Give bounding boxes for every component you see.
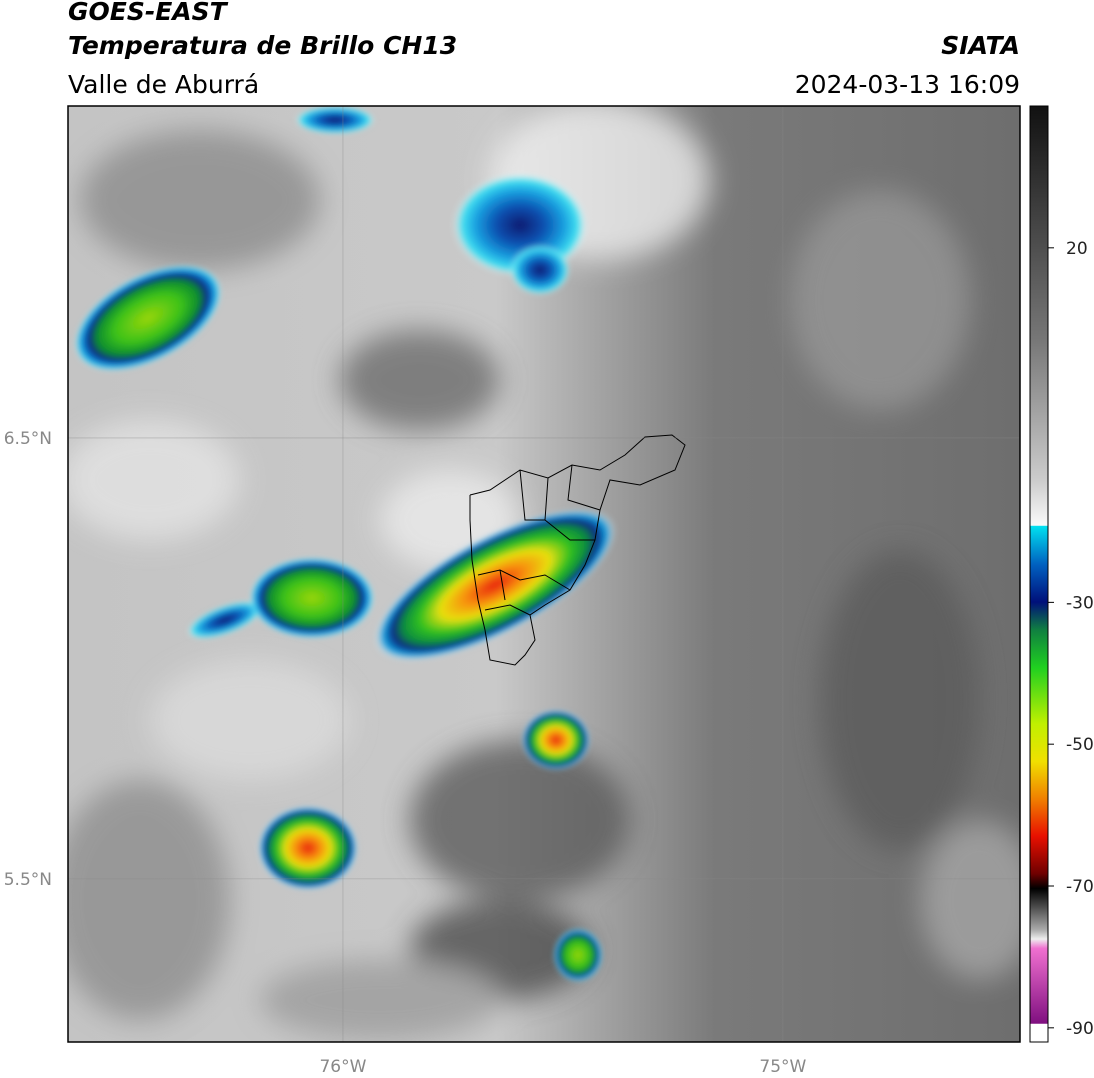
subtitle: Temperatura de Brillo CH13: [68, 31, 457, 60]
map-frame: [67, 105, 1021, 1043]
x-tick-label: 75°W: [759, 1057, 806, 1077]
colorbar-tick-label: 20: [1066, 239, 1088, 259]
source: SIATA: [941, 31, 1020, 60]
colorbar-tick-label: -70: [1066, 877, 1094, 897]
y-tick-label: 5.5°N: [4, 870, 52, 890]
colorbar-tick-label: -30: [1066, 593, 1094, 613]
timestamp: 2024-03-13 16:09: [795, 70, 1020, 99]
graticule: [68, 106, 1020, 1042]
y-tick-label: 6.5°N: [4, 429, 52, 449]
colorbar: [1029, 105, 1049, 1043]
municipal-boundaries: [469, 434, 686, 666]
satellite-image: [68, 106, 1020, 1042]
region: Valle de Aburrá: [68, 70, 259, 99]
x-tick-label: 76°W: [319, 1057, 366, 1077]
colorbar-tick-label: -90: [1066, 1019, 1094, 1039]
title: GOES-EAST: [68, 0, 229, 26]
colorbar-tick-label: -50: [1066, 735, 1094, 755]
